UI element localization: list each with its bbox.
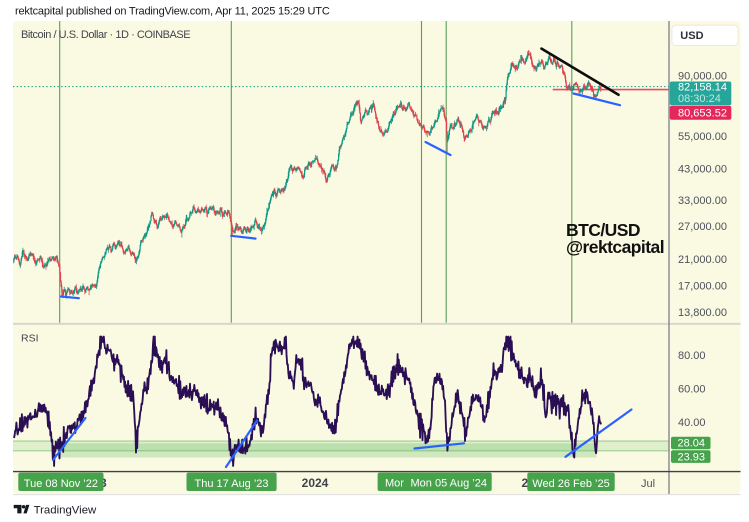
svg-text:TradingView: TradingView xyxy=(34,504,97,516)
svg-text:Mon 05 Aug ’24: Mon 05 Aug ’24 xyxy=(411,478,487,490)
svg-text:BTC/USD: BTC/USD xyxy=(566,220,640,240)
svg-text:82,158.14: 82,158.14 xyxy=(678,81,727,93)
svg-text:@rektcapital: @rektcapital xyxy=(566,237,664,257)
svg-text:27,000.00: 27,000.00 xyxy=(678,221,727,233)
svg-text:21,000.00: 21,000.00 xyxy=(678,254,727,266)
svg-text:USD: USD xyxy=(680,30,703,42)
svg-text:33,000.00: 33,000.00 xyxy=(678,195,727,207)
svg-text:rektcapital published on Tradi: rektcapital published on TradingView.com… xyxy=(15,6,330,18)
svg-text:40.00: 40.00 xyxy=(678,417,706,429)
svg-text:80,653.52: 80,653.52 xyxy=(678,108,727,120)
svg-text:28.04: 28.04 xyxy=(678,438,706,450)
svg-text:13,800.00: 13,800.00 xyxy=(678,307,727,319)
svg-text:60.00: 60.00 xyxy=(678,383,706,395)
svg-text:43,000.00: 43,000.00 xyxy=(678,164,727,176)
svg-text:Wed 26 Feb ’25: Wed 26 Feb ’25 xyxy=(532,478,609,490)
svg-text:08:30:24: 08:30:24 xyxy=(678,93,721,105)
svg-text:RSI: RSI xyxy=(21,333,39,345)
svg-text:55,000.00: 55,000.00 xyxy=(678,131,727,143)
svg-text:Jul: Jul xyxy=(641,478,655,490)
svg-text:90,000.00: 90,000.00 xyxy=(678,71,727,83)
svg-text:80.00: 80.00 xyxy=(678,350,706,362)
svg-text:Bitcoin / U.S. Dollar · 1D · C: Bitcoin / U.S. Dollar · 1D · COINBASE xyxy=(21,29,190,41)
svg-text:2: 2 xyxy=(522,476,529,490)
svg-text:2024: 2024 xyxy=(302,476,329,490)
svg-text:Thu 17 Aug ’23: Thu 17 Aug ’23 xyxy=(195,478,269,490)
svg-text:23.93: 23.93 xyxy=(678,451,706,463)
svg-text:Mor: Mor xyxy=(385,478,404,490)
svg-text:Tue 08 Nov ’22: Tue 08 Nov ’22 xyxy=(24,478,98,490)
svg-text:17,000.00: 17,000.00 xyxy=(678,281,727,293)
